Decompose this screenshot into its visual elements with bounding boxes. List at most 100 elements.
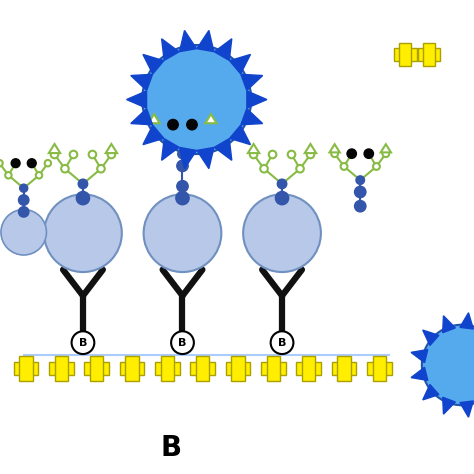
Circle shape [356,176,365,184]
Polygon shape [55,356,68,381]
Circle shape [250,151,257,158]
Circle shape [51,151,58,158]
Circle shape [207,121,215,128]
Circle shape [177,181,188,192]
Polygon shape [418,48,440,61]
Circle shape [150,121,158,128]
Polygon shape [180,147,197,169]
Circle shape [373,163,380,170]
Polygon shape [305,144,316,153]
Polygon shape [296,362,321,375]
Circle shape [78,179,88,189]
Circle shape [27,159,36,168]
Circle shape [341,163,347,170]
Circle shape [168,119,178,130]
Polygon shape [155,362,180,375]
Circle shape [364,149,374,158]
Circle shape [331,150,338,157]
Polygon shape [127,91,146,108]
Polygon shape [423,384,439,400]
Polygon shape [247,91,267,108]
Polygon shape [205,114,217,123]
Circle shape [108,151,115,158]
Polygon shape [14,362,38,375]
Text: B: B [160,434,181,462]
Polygon shape [460,401,474,417]
Circle shape [89,151,96,158]
Text: B: B [278,337,286,347]
Polygon shape [423,43,435,66]
Circle shape [169,121,177,128]
Polygon shape [131,74,153,91]
Polygon shape [266,356,280,381]
Polygon shape [373,356,386,381]
Polygon shape [190,362,215,375]
Circle shape [347,149,356,158]
Polygon shape [197,30,214,52]
Circle shape [355,201,366,212]
Circle shape [61,165,69,173]
Polygon shape [331,362,356,375]
Polygon shape [162,39,179,60]
Circle shape [277,179,287,189]
Polygon shape [229,55,250,74]
Circle shape [178,149,187,159]
Polygon shape [106,144,117,153]
Circle shape [11,159,20,168]
Polygon shape [214,39,232,60]
Circle shape [348,150,355,157]
Polygon shape [161,356,174,381]
Polygon shape [231,356,245,381]
Circle shape [1,210,46,255]
Polygon shape [423,330,439,346]
Circle shape [171,331,194,354]
Circle shape [271,331,293,354]
Circle shape [44,194,122,272]
Circle shape [144,194,221,272]
Polygon shape [394,48,417,61]
Polygon shape [143,55,164,74]
Text: B: B [178,337,187,347]
Circle shape [422,325,474,405]
Polygon shape [49,362,73,375]
Polygon shape [229,125,250,145]
Circle shape [36,172,42,179]
Circle shape [72,331,94,354]
Polygon shape [399,43,411,66]
Circle shape [142,45,251,154]
Polygon shape [148,114,160,123]
Circle shape [176,191,189,205]
Circle shape [18,207,29,217]
Polygon shape [460,313,474,329]
Circle shape [383,150,389,157]
Polygon shape [241,74,263,91]
Polygon shape [196,356,210,381]
Circle shape [188,121,196,128]
Circle shape [288,151,295,158]
Circle shape [5,172,12,179]
Polygon shape [119,362,144,375]
Circle shape [177,160,188,172]
Text: B: B [79,337,87,347]
Circle shape [97,165,105,173]
Circle shape [187,119,197,130]
Polygon shape [443,397,456,414]
Polygon shape [241,109,263,125]
Polygon shape [226,362,250,375]
Circle shape [45,160,51,166]
Circle shape [243,194,321,272]
Polygon shape [197,147,214,169]
Polygon shape [248,144,259,153]
Circle shape [365,150,372,157]
Polygon shape [381,144,391,153]
Circle shape [355,186,366,198]
Polygon shape [49,144,60,153]
Polygon shape [125,356,138,381]
Polygon shape [337,356,350,381]
Polygon shape [261,362,285,375]
Polygon shape [443,316,456,333]
Circle shape [260,165,268,173]
Polygon shape [162,139,179,160]
Circle shape [12,160,19,166]
Polygon shape [143,125,164,145]
